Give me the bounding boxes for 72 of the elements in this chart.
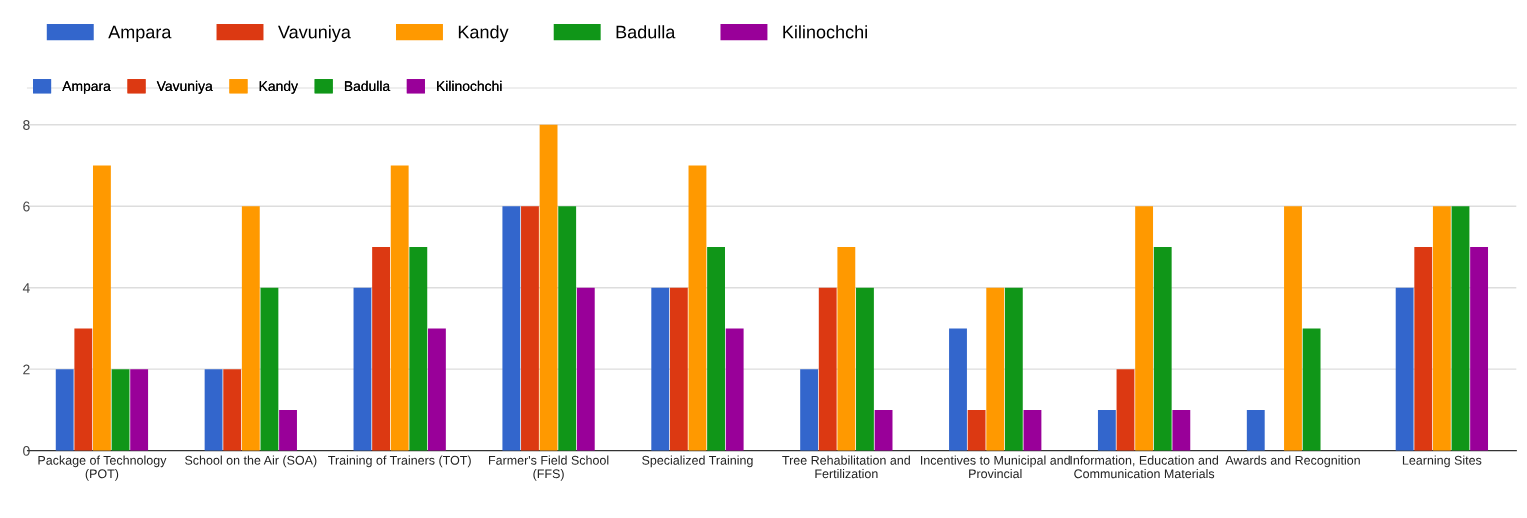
bar (204, 369, 223, 451)
bar (1451, 206, 1470, 451)
bar (949, 328, 967, 451)
bar (241, 206, 260, 451)
bar (874, 409, 893, 451)
bar (1284, 206, 1302, 451)
text: Kilinochchi (783, 25, 867, 39)
bar (986, 287, 1005, 451)
bar (1432, 206, 1451, 451)
bar (558, 206, 577, 451)
bar (1302, 328, 1321, 451)
bar (223, 369, 242, 451)
bar (1116, 369, 1135, 451)
bar (856, 287, 874, 451)
bar (390, 165, 409, 451)
bar (74, 328, 93, 451)
bar (502, 206, 521, 451)
bar (372, 246, 391, 451)
x-tick-label: Farmer's Field School (FFS) (489, 455, 609, 481)
bar (576, 287, 595, 451)
bar (279, 409, 297, 451)
bar (800, 369, 819, 451)
bar (260, 287, 279, 451)
bar (427, 328, 446, 451)
legend-label: Ampara (62, 81, 111, 94)
x-tick-label: Incentives to Municipal and Provincial (920, 455, 1070, 479)
bar (521, 206, 539, 451)
x-tick-label: Training of Trainers (TOT) (328, 455, 471, 468)
bar (539, 124, 558, 451)
x-tick-label: Information, Education and Communication Materials (1070, 455, 1219, 479)
text: Ampara (108, 25, 172, 43)
bar (1414, 246, 1433, 451)
bar (130, 369, 149, 451)
bar (967, 409, 986, 451)
bar (1172, 409, 1191, 451)
text: Badulla (616, 25, 676, 39)
x-tick-label: Package of Technology (POT) (38, 455, 167, 481)
bar (1153, 246, 1172, 451)
bar (669, 287, 688, 451)
bar (837, 246, 856, 451)
y-tick-label: 6 (23, 201, 30, 212)
y-tick-label: 8 (23, 120, 30, 130)
x-tick-label: Specialized Training (642, 455, 753, 468)
legend-label: Badulla (344, 80, 391, 92)
x-tick-label: Awards and Recognition (1225, 455, 1360, 468)
y-tick-label: 2 (23, 364, 30, 375)
bar (651, 287, 670, 451)
bar (725, 328, 744, 451)
x-tick-label: Tree Rehabilitation and Fertilization (782, 455, 910, 479)
bar (1246, 409, 1265, 451)
bar (688, 165, 707, 451)
bar (1004, 287, 1023, 451)
legend-label: Kandy (259, 80, 298, 94)
y-tick-label: 4 (22, 283, 30, 293)
bar (707, 246, 725, 451)
bar (1395, 287, 1414, 451)
bar (818, 287, 837, 451)
text: Vavuniya (278, 25, 351, 43)
bar (111, 369, 130, 451)
x-tick-label: School on the Air (SOA) (185, 455, 317, 468)
bar (55, 369, 74, 451)
bar (1097, 409, 1116, 451)
text: Kandy (458, 25, 509, 43)
x-tick-label: Learning Sites (1402, 455, 1482, 468)
bar (353, 287, 372, 451)
bar (1470, 246, 1489, 451)
bar (92, 165, 111, 451)
bar (1135, 206, 1154, 451)
legend-label: Vavuniya (156, 80, 213, 94)
legend-label: Kilinochchi (437, 80, 502, 92)
bar (409, 246, 428, 451)
bar (1023, 409, 1042, 451)
